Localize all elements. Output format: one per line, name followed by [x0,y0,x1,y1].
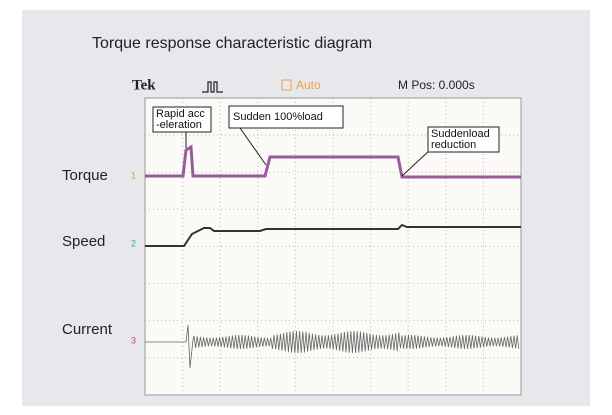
channel-number: 3 [131,335,136,345]
scope-position: M Pos: 0.000s [398,78,475,92]
channel-label: Speed [62,233,105,250]
page: Torque response characteristic diagram T… [0,0,612,415]
title: Torque response characteristic diagram [92,35,372,52]
channel-label: Current [62,321,113,338]
annotation-text: reduction [431,139,476,151]
scope-brand: Tek [132,77,156,93]
channel-number: 2 [131,238,136,248]
annotation-text: Sudden 100%load [233,111,323,123]
channel-number: 1 [131,170,136,180]
annotation-text: -eleration [156,119,202,131]
trigger-mode: Auto [296,78,321,92]
channel-label: Torque [62,167,108,184]
